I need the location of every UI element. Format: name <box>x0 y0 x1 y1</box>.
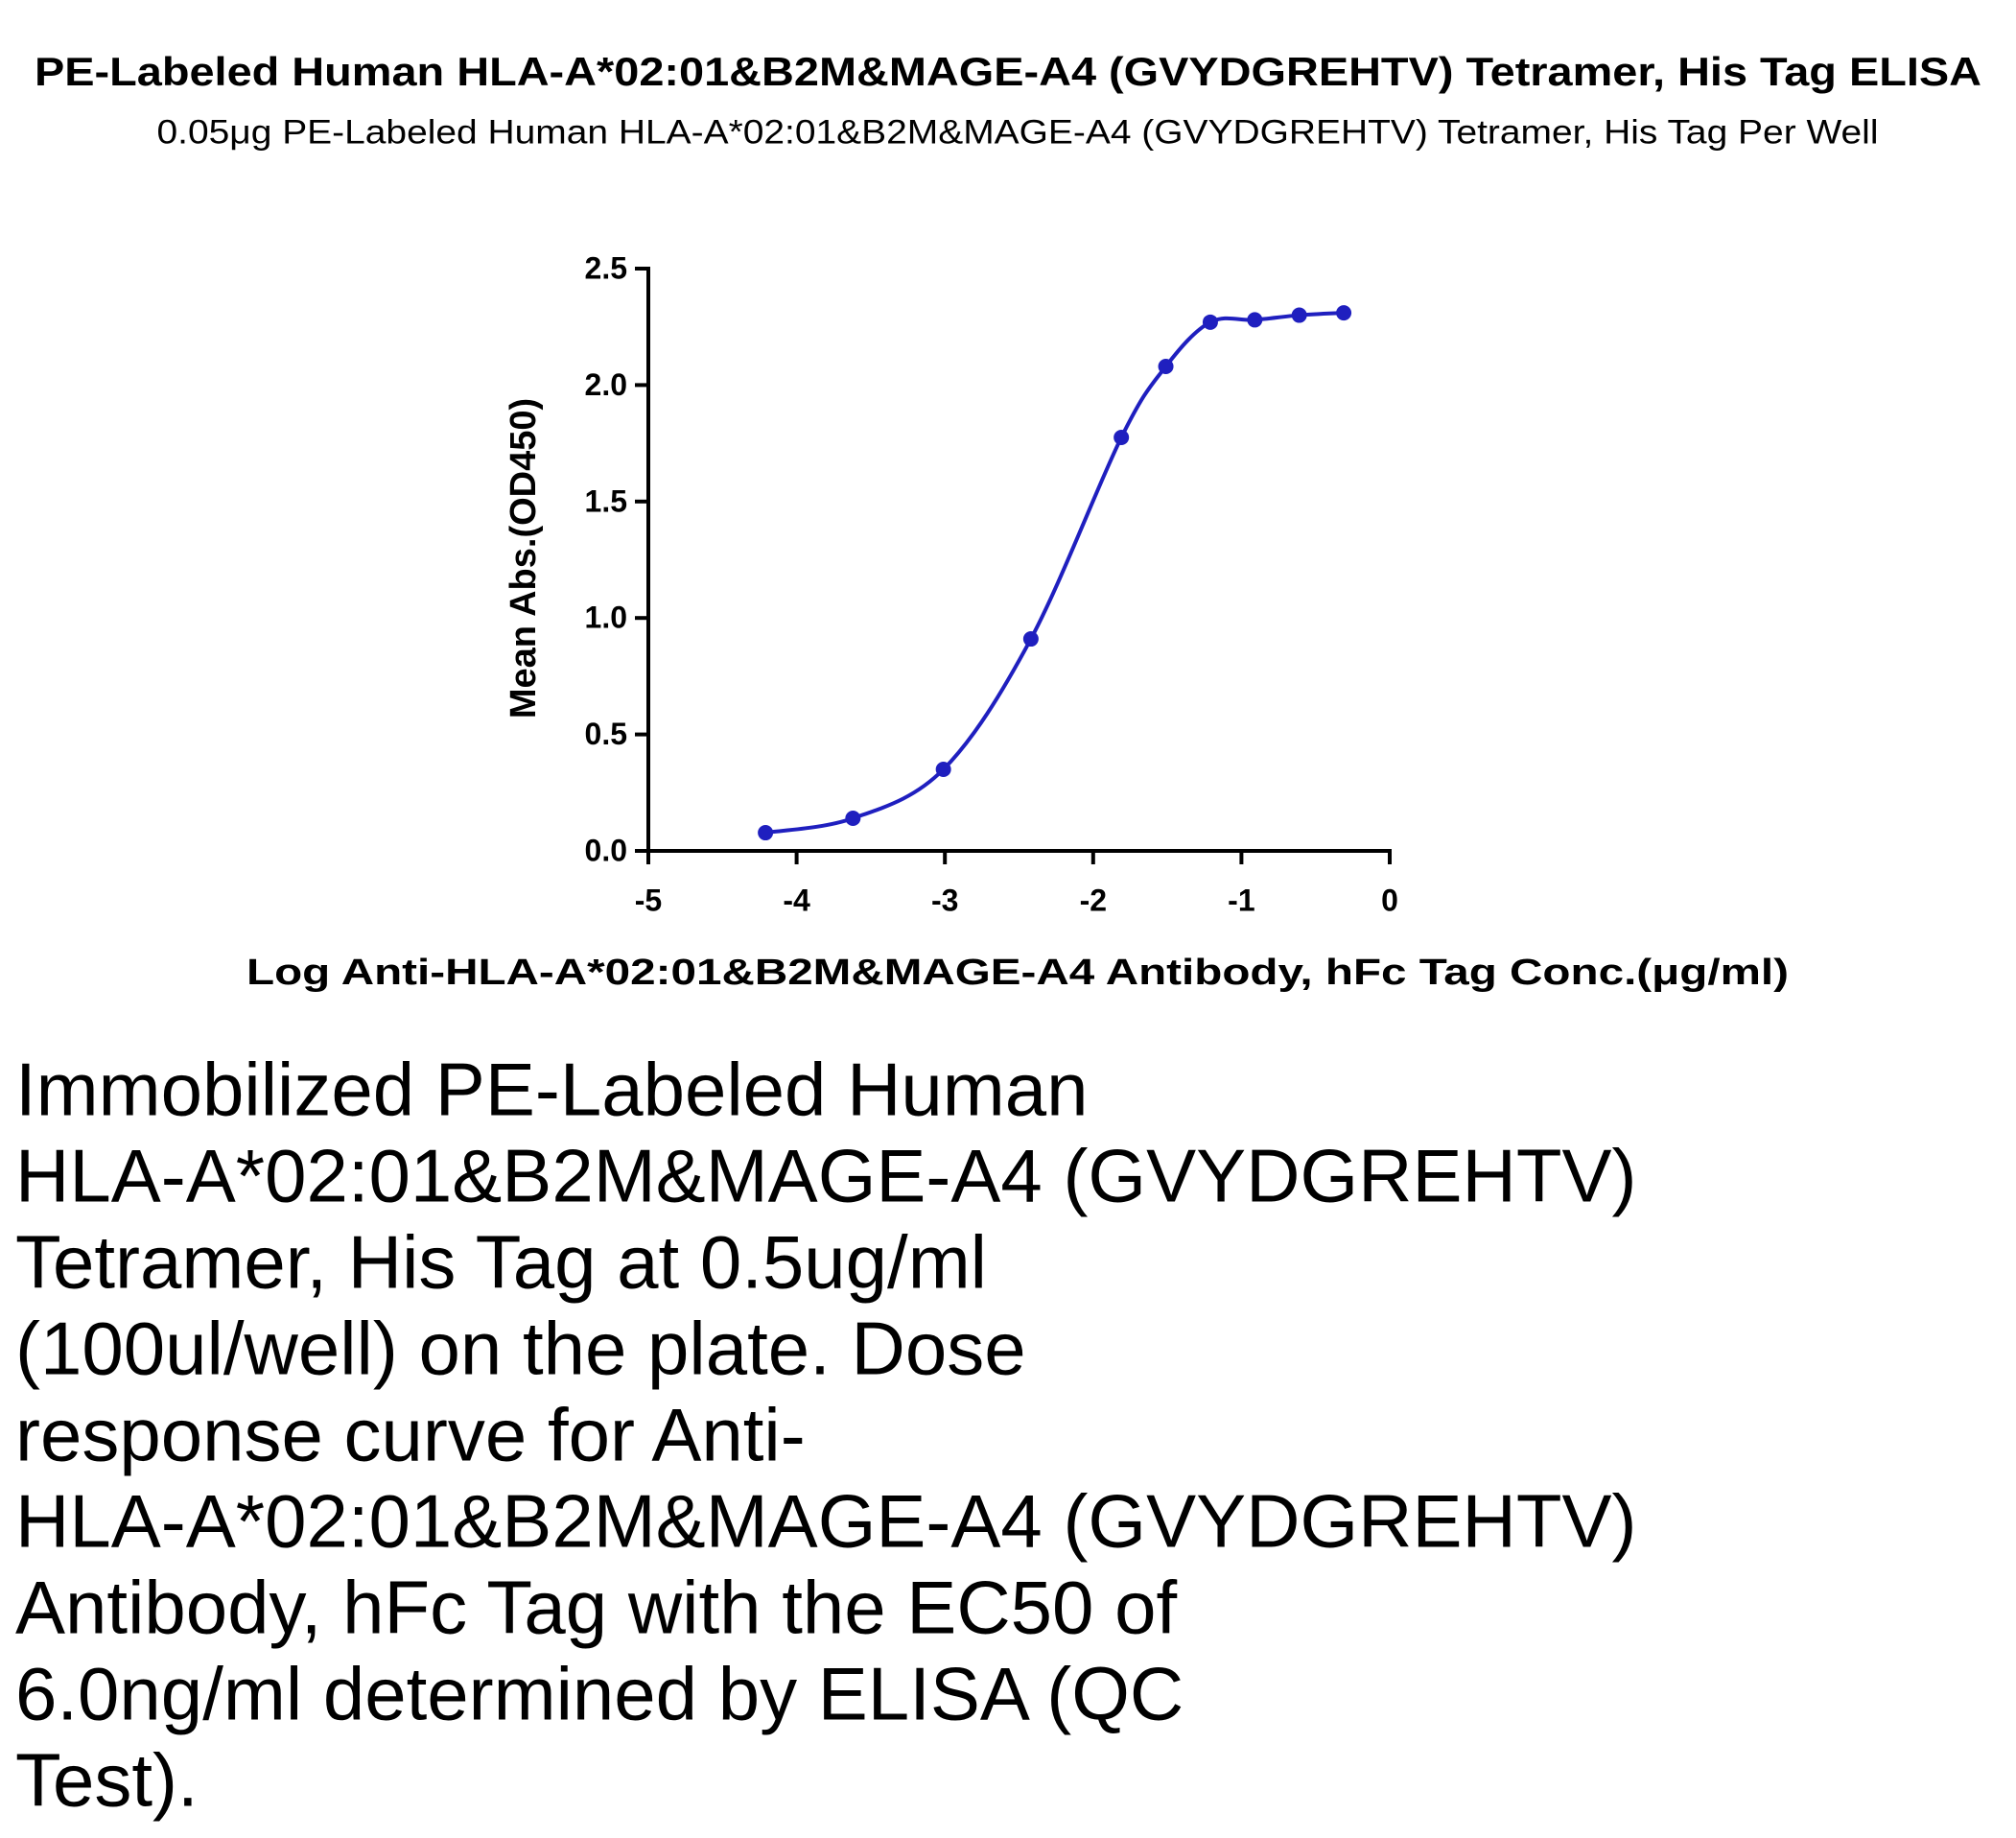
data-point <box>1022 631 1039 648</box>
y-tick-label: 1.0 <box>585 601 627 635</box>
description-line: Immobilized PE-Labeled Human <box>15 1048 1089 1132</box>
description-line: response curve for Anti- <box>15 1393 806 1477</box>
description-line: Test). <box>15 1738 199 1823</box>
data-point <box>1202 314 1218 330</box>
y-tick-label: 2.0 <box>585 367 627 402</box>
description-line: Tetramer, His Tag at 0.5ug/ml <box>15 1220 987 1305</box>
chart-title: PE-Labeled Human HLA-A*02:01&B2M&MAGE-A4… <box>35 49 1981 94</box>
x-tick-label: -5 <box>635 883 662 917</box>
x-tick-label: 0 <box>1381 883 1398 917</box>
x-tick-label: -4 <box>783 883 810 917</box>
y-tick-label: 2.5 <box>585 250 627 285</box>
x-axis-label: Log Anti-HLA-A*02:01&B2M&MAGE-A4 Antibod… <box>246 953 1789 993</box>
description-line: (100ul/well) on the plate. Dose <box>15 1307 1026 1391</box>
data-point <box>1291 307 1307 323</box>
data-point <box>1247 312 1263 328</box>
x-tick-label: -3 <box>931 883 958 917</box>
description-line: HLA-A*02:01&B2M&MAGE-A4 (GVYDGREHTV) <box>15 1134 1636 1218</box>
description: Immobilized PE-Labeled HumanHLA-A*02:01&… <box>15 1048 1636 1823</box>
data-point <box>1113 430 1130 446</box>
description-line: 6.0ng/ml determined by ELISA (QC <box>15 1652 1184 1736</box>
data-point <box>935 762 951 778</box>
data-point <box>1336 305 1352 321</box>
x-tick-label: -2 <box>1080 883 1107 917</box>
description-line: Antibody, hFc Tag with the EC50 of <box>15 1566 1177 1650</box>
y-tick-label: 1.5 <box>585 483 627 518</box>
data-point <box>845 811 861 827</box>
data-point <box>758 825 774 841</box>
y-tick-label: 0.5 <box>585 717 627 751</box>
x-tick-label: -1 <box>1228 883 1254 917</box>
data-point <box>1158 358 1174 374</box>
description-line: HLA-A*02:01&B2M&MAGE-A4 (GVYDGREHTV) <box>15 1479 1636 1564</box>
y-axis-label: Mean Abs.(OD450) <box>504 398 544 719</box>
chart-subtitle: 0.05μg PE-Labeled Human HLA-A*02:01&B2M&… <box>157 113 1879 151</box>
y-tick-label: 0.0 <box>585 833 627 867</box>
fit-curve <box>764 311 1345 836</box>
